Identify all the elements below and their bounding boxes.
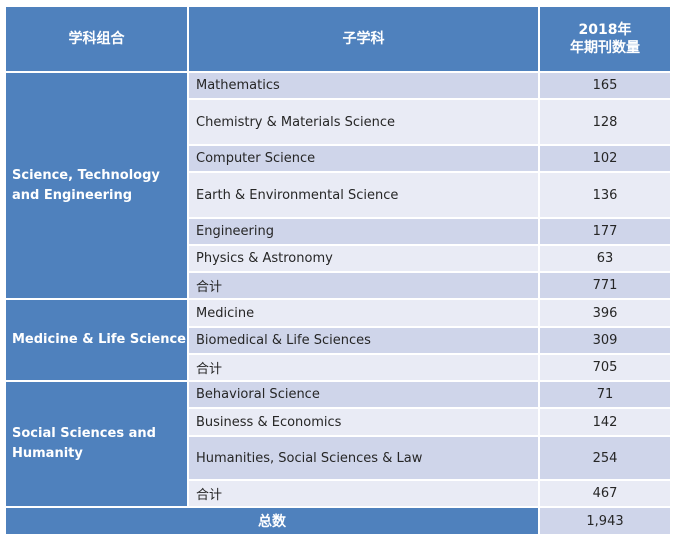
count-cell: 396	[538, 298, 672, 328]
subtotal-label: 合计	[187, 479, 540, 508]
total-label: 总数	[4, 506, 540, 536]
count-cell: 136	[538, 171, 672, 219]
sub-discipline-cell: Earth & Environmental Science	[187, 171, 540, 219]
count-cell: 102	[538, 144, 672, 173]
count-cell: 309	[538, 326, 672, 355]
table-row: Humanities, Social Sciences & Law 254	[5, 435, 672, 481]
table-row: Chemistry & Materials Science 128	[5, 98, 672, 146]
count-cell: 128	[538, 98, 672, 146]
header-count-label: 年期刊数量	[570, 40, 640, 56]
header-journal-count: 2018年 年期刊数量	[538, 5, 672, 73]
subtotal-row: 合计 771	[5, 271, 672, 300]
count-cell: 254	[538, 435, 672, 481]
sub-discipline-cell: Physics & Astronomy	[187, 244, 540, 273]
count-cell: 142	[538, 407, 672, 437]
header-row: 学科组合 子学科 2018年 年期刊数量	[4, 5, 672, 73]
journal-count-table: 学科组合 子学科 2018年 年期刊数量 Science, Technology…	[4, 5, 672, 536]
subtotal-value: 467	[538, 479, 672, 508]
sub-discipline-cell: Mathematics	[187, 71, 540, 100]
total-row: 总数 1,943	[4, 506, 672, 536]
sub-discipline-cell: Chemistry & Materials Science	[187, 98, 540, 146]
subtotal-value: 771	[538, 271, 672, 300]
sub-discipline-cell: Business & Economics	[187, 407, 540, 437]
subtotal-label: 合计	[187, 271, 540, 300]
subtotal-row: 合计 705	[5, 353, 672, 382]
header-discipline-group: 学科组合	[4, 5, 189, 73]
count-cell: 63	[538, 244, 672, 273]
table-row: Computer Science 102	[5, 144, 672, 173]
table-row: Medicine & Life Science Medicine 396	[4, 298, 672, 382]
group-name-cell: Science, Technology and Engineering	[4, 71, 189, 300]
count-cell: 177	[538, 217, 672, 246]
count-cell: 165	[538, 71, 672, 100]
sub-discipline-cell: Medicine	[187, 298, 540, 328]
sub-discipline-cell: Biomedical & Life Sciences	[187, 326, 540, 355]
subtotal-label: 合计	[187, 353, 540, 382]
header-year: 2018年	[578, 22, 632, 38]
subtotal-value: 705	[538, 353, 672, 382]
table-row: Science, Technology and Engineering Math…	[4, 71, 672, 300]
sub-discipline-cell: Computer Science	[187, 144, 540, 173]
table-row: Social Sciences and Humanity Behavioral …	[4, 380, 672, 508]
header-sub-discipline: 子学科	[187, 5, 540, 73]
sub-discipline-cell: Engineering	[187, 217, 540, 246]
count-cell: 71	[538, 380, 672, 409]
sub-discipline-cell: Behavioral Science	[187, 380, 540, 409]
sub-discipline-cell: Humanities, Social Sciences & Law	[187, 435, 540, 481]
group-name-cell: Social Sciences and Humanity	[4, 380, 189, 508]
total-value: 1,943	[538, 506, 672, 536]
group-name-cell: Medicine & Life Science	[4, 298, 189, 382]
